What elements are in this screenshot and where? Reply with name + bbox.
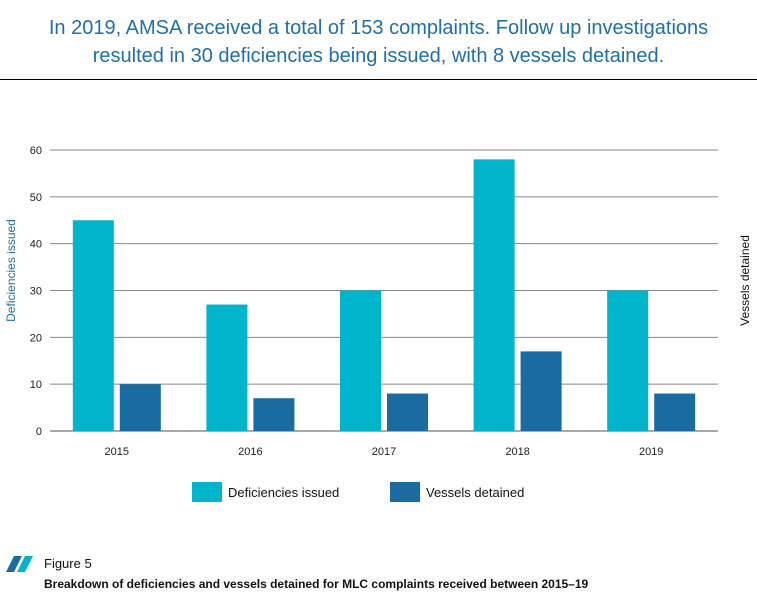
bar-vessels-detained xyxy=(520,351,562,431)
bar-deficiencies-issued xyxy=(72,220,114,431)
legend-swatch xyxy=(192,482,222,502)
headline: In 2019, AMSA received a total of 153 co… xyxy=(0,14,757,70)
bar-vessels-detained xyxy=(654,393,696,431)
x-tick-label: 2019 xyxy=(639,446,663,458)
y-axis-label: Deficiencies issued xyxy=(4,219,18,322)
headline-line-1: In 2019, AMSA received a total of 153 co… xyxy=(48,17,709,39)
figure-caption: Breakdown of deficiencies and vessels de… xyxy=(44,577,589,591)
x-tick-label: 2016 xyxy=(238,446,262,458)
y-tick-label: 0 xyxy=(36,426,42,438)
bar-vessels-detained xyxy=(119,384,161,431)
bar-vessels-detained xyxy=(253,398,295,431)
legend-label: Vessels detained xyxy=(426,485,524,500)
legend-swatch xyxy=(390,482,420,502)
legend-label: Deficiencies issued xyxy=(228,485,339,500)
bar-deficiencies-issued xyxy=(473,159,515,431)
figure-label: Figure 5 xyxy=(44,556,92,571)
y-tick-label: 50 xyxy=(30,192,42,204)
y-tick-label: 10 xyxy=(30,379,42,391)
y2-axis-label: Vessels detained xyxy=(738,235,752,326)
bar-deficiencies-issued xyxy=(607,290,649,431)
y-tick-label: 20 xyxy=(30,332,42,344)
x-tick-label: 2017 xyxy=(372,446,396,458)
headline-line-2: resulted in 30 deficiencies being issued… xyxy=(92,45,665,67)
y-tick-label: 60 xyxy=(30,145,42,157)
bar-chart: 0 10 20 30 40 50 60 2015 2016 2017 2018 2019 Deficie… xyxy=(4,145,752,502)
bar-deficiencies-issued xyxy=(340,290,381,431)
x-tick-label: 2018 xyxy=(505,446,529,458)
headline-divider xyxy=(0,79,757,80)
x-tick-label: 2015 xyxy=(105,446,129,458)
bar-vessels-detained xyxy=(387,393,428,431)
figure-logo-icon xyxy=(6,556,33,572)
y-tick-label: 30 xyxy=(30,286,42,298)
y-tick-label: 40 xyxy=(30,239,42,251)
bar-deficiencies-issued xyxy=(206,304,248,431)
